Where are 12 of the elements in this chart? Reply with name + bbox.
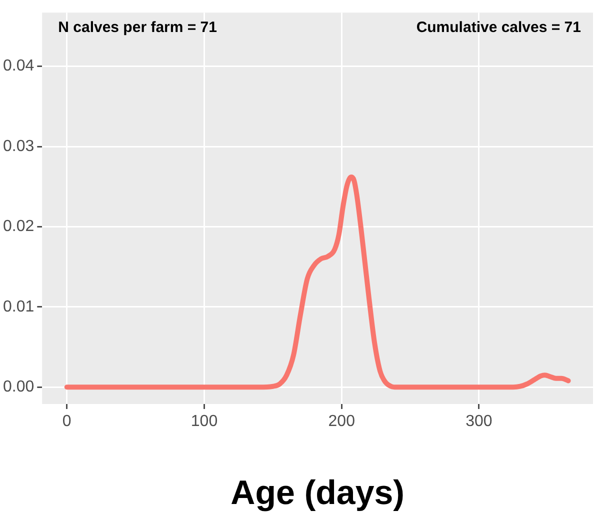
x-tick-label: 100 (190, 413, 218, 430)
x-tick-label: 200 (328, 413, 356, 430)
y-tick-label: 0.03 (3, 138, 34, 155)
x-tick-label: 300 (466, 413, 492, 430)
x-axis-title: Age (days) (230, 474, 404, 512)
y-tick-label: 0.04 (3, 58, 34, 75)
y-tick-label: 0.01 (3, 298, 34, 316)
y-tick-label: 0.02 (3, 218, 34, 236)
annotation: N calves per farm = 71 (58, 19, 217, 36)
x-tick-label: 0 (62, 413, 72, 430)
annotation: Cumulative calves = 71 (416, 19, 581, 36)
y-tick-label: 0.00 (3, 378, 34, 396)
